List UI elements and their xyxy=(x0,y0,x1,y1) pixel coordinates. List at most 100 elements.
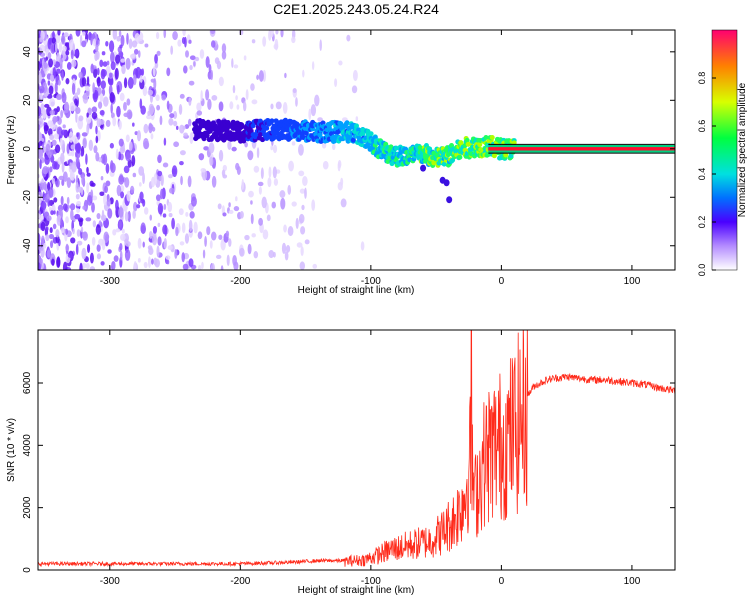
heatmap-speckle xyxy=(152,225,158,234)
heatmap-speckle xyxy=(53,197,58,203)
heatmap-speckle xyxy=(86,243,91,254)
heatmap-speckle xyxy=(296,242,303,248)
heatmap-speckle xyxy=(74,213,81,220)
heatmap-speckle xyxy=(86,76,90,86)
heatmap-speckle xyxy=(76,87,81,95)
heatmap-speckle xyxy=(133,48,139,55)
heatmap-speckle xyxy=(56,106,60,113)
heatmap-speckle xyxy=(150,133,154,140)
heatmap-speckle xyxy=(50,240,54,249)
heatmap-speckle xyxy=(40,91,43,101)
heatmap-speckle xyxy=(71,161,77,173)
heatmap-speckle xyxy=(275,101,282,110)
heatmap-speckle xyxy=(155,94,160,102)
heatmap-speckle xyxy=(338,60,343,66)
heatmap-speckle xyxy=(161,94,167,101)
heatmap-speckle xyxy=(258,70,264,82)
heatmap-speckle xyxy=(299,261,306,270)
heatmap-speckle xyxy=(57,30,61,36)
heatmap-speckle xyxy=(38,60,41,72)
heatmap-speckle xyxy=(102,61,108,67)
heatmap-speckle xyxy=(204,236,207,247)
heatmap-speckle xyxy=(138,166,145,176)
heatmap-speckle xyxy=(116,84,120,95)
heatmap-speckle xyxy=(49,227,53,234)
heatmap-speckle xyxy=(179,150,186,156)
heatmap-speckle xyxy=(258,186,262,195)
heatmap-speckle xyxy=(340,198,347,208)
heatmap-speckle xyxy=(232,254,237,267)
heatmap-x-axis: -300 -200 -100 0 100 xyxy=(100,30,641,287)
heatmap-speckle xyxy=(85,153,88,165)
heatmap-speckle xyxy=(287,226,294,237)
heatmap-speckle xyxy=(54,42,58,54)
heatmap-speckle xyxy=(120,34,125,47)
heatmap-speckle xyxy=(109,91,115,103)
heatmap-speckle xyxy=(298,143,304,156)
heatmap-speckle xyxy=(251,99,258,105)
heatmap-speckle xyxy=(126,109,133,120)
heatmap-speckle xyxy=(300,246,304,257)
heatmap-speckle xyxy=(304,187,307,199)
heatmap-speckle xyxy=(166,259,170,265)
heatmap-speckle xyxy=(301,204,305,211)
heatmap-speckle xyxy=(76,240,83,246)
heatmap-speckle xyxy=(44,155,50,165)
heatmap-speckle xyxy=(133,201,138,212)
heatmap-speckle xyxy=(149,93,154,103)
heatmap-speckle xyxy=(59,137,63,147)
heatmap-speckle xyxy=(182,30,186,37)
heatmap-speckle xyxy=(131,40,138,48)
heatmap-speckle xyxy=(106,198,111,207)
heatmap-speckle xyxy=(61,162,65,173)
heatmap-x-tick-label: -200 xyxy=(230,276,250,287)
heatmap-speckle xyxy=(131,155,136,167)
heatmap-speckle xyxy=(49,74,54,82)
heatmap-speckle xyxy=(71,59,77,68)
heatmap-speckle xyxy=(99,109,105,116)
heatmap-speckle xyxy=(47,181,51,191)
heatmap-speckle xyxy=(125,134,130,143)
heatmap-speckle xyxy=(61,92,67,104)
heatmap-speckle xyxy=(272,166,277,179)
heatmap-speckle xyxy=(295,217,299,230)
heatmap-y-tick-label: 20 xyxy=(22,94,33,106)
heatmap-speckle xyxy=(233,64,239,69)
heatmap-speckle xyxy=(99,59,104,68)
heatmap-speckle xyxy=(75,157,80,168)
heatmap-speckle xyxy=(113,255,119,262)
figure-title: C2E1.2025.243.05.24.R24 xyxy=(273,1,439,17)
heatmap-speckle xyxy=(90,63,94,74)
heatmap-speckle xyxy=(40,221,46,232)
heatmap-y-label: Frequency (Hz) xyxy=(6,116,17,185)
heatmap-speckle xyxy=(45,226,49,231)
heatmap-speckle xyxy=(70,209,74,221)
heatmap-speckle xyxy=(132,209,136,219)
heatmap-speckle xyxy=(317,117,323,122)
heatmap-speckle xyxy=(340,177,344,186)
heatmap-speckle xyxy=(95,125,98,135)
heatmap-speckle xyxy=(250,200,253,205)
heatmap-speckle xyxy=(281,242,287,255)
heatmap-speckle xyxy=(103,96,109,107)
heatmap-speckle xyxy=(270,103,274,110)
heatmap-speckle xyxy=(92,82,96,94)
heatmap-speckle xyxy=(125,241,131,247)
heatmap-speckle xyxy=(111,112,115,119)
heatmap-speckle xyxy=(182,263,189,270)
heatmap-speckle xyxy=(129,53,136,59)
heatmap-speckle xyxy=(170,45,174,55)
heatmap-speckle xyxy=(160,174,164,187)
heatmap-speckle xyxy=(56,52,61,64)
heatmap-speckle xyxy=(81,174,85,186)
snr-series-line xyxy=(38,330,675,568)
heatmap-speckle xyxy=(123,165,130,174)
heatmap-speckle xyxy=(60,152,65,164)
heatmap-speckle xyxy=(143,261,148,269)
heatmap-speckle xyxy=(84,85,90,91)
snr-frame xyxy=(37,329,676,571)
heatmap-speckle xyxy=(112,229,117,236)
heatmap-speckle xyxy=(99,93,104,103)
heatmap-signal-blob xyxy=(445,152,451,158)
heatmap-speckle xyxy=(190,196,197,207)
